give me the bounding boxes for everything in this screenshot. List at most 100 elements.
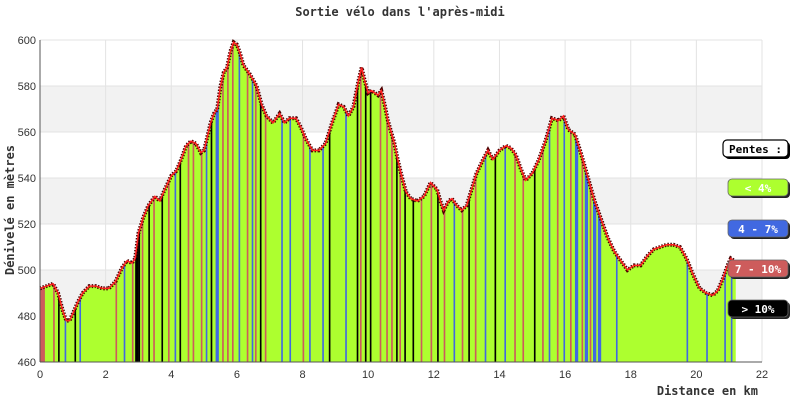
slope-segment <box>345 109 347 363</box>
slope-segment <box>522 172 525 362</box>
axes <box>39 40 762 363</box>
slope-segment <box>322 145 324 362</box>
x-tick-label: 22 <box>756 369 768 381</box>
slope-segment <box>364 81 367 363</box>
legend-entry-label: 4 - 7% <box>738 223 778 236</box>
slope-segment <box>615 253 618 362</box>
profile-line <box>39 41 737 322</box>
slope-segment <box>309 144 311 362</box>
area-fill <box>40 42 736 363</box>
x-tick-label: 16 <box>559 369 571 381</box>
slope-segment <box>153 196 155 362</box>
y-tick-label: 500 <box>18 265 36 277</box>
slope-segment <box>391 132 393 362</box>
slope-segment <box>574 134 579 362</box>
slope-segment <box>570 130 572 362</box>
slope-segment <box>74 306 77 362</box>
x-tick-label: 4 <box>168 369 174 381</box>
slope-segment <box>210 118 213 362</box>
slope-segment <box>328 127 331 362</box>
slope-segment <box>123 263 126 362</box>
legend-title-box <box>722 139 789 158</box>
y-tick-label: 580 <box>18 81 36 93</box>
y-tick-label: 520 <box>18 219 36 231</box>
slope-segment <box>359 67 362 362</box>
slope-segment <box>246 69 249 363</box>
slope-segment <box>533 166 536 362</box>
slope-segment <box>430 182 433 362</box>
slope-segment <box>592 195 597 362</box>
slope-segment <box>356 81 359 363</box>
slope-segment <box>437 189 439 362</box>
slope-segment <box>187 142 190 362</box>
x-tick-label: 0 <box>37 369 43 381</box>
slope-segment <box>420 197 423 362</box>
slope-segment <box>179 159 182 362</box>
slope-segment <box>148 203 150 362</box>
slope-segment <box>289 118 292 362</box>
slope-segment <box>192 141 195 362</box>
slope-segment <box>222 72 224 362</box>
slope-segment <box>238 49 241 362</box>
y-tick-label: 460 <box>18 357 36 369</box>
slope-segment <box>504 145 507 362</box>
slope-segment <box>581 155 584 362</box>
slope-segment <box>281 116 283 362</box>
slope-segment <box>58 293 60 362</box>
x-tick-label: 10 <box>362 369 374 381</box>
legend-swatch <box>727 219 789 238</box>
slope-segment <box>64 316 67 362</box>
slope-segment <box>200 151 203 362</box>
elevation-profile <box>39 39 738 323</box>
legend-title: Pentes : <box>729 143 782 156</box>
slope-segment <box>494 155 497 362</box>
band <box>40 86 762 132</box>
legend-swatch <box>727 178 789 197</box>
legend-swatch <box>727 259 789 278</box>
x-axis-label: Distance en km <box>657 384 758 398</box>
slope-segment <box>724 270 726 362</box>
y-axis-label: Dénivelé en mètres <box>3 145 17 275</box>
x-tick-label: 8 <box>299 369 305 381</box>
slope-segment <box>443 207 446 362</box>
slope-segment <box>589 183 592 362</box>
slope-segment <box>264 112 267 362</box>
slope-segment <box>412 199 415 362</box>
x-tick-label: 6 <box>234 369 240 381</box>
slope-segment <box>686 258 689 362</box>
slope-segment <box>254 83 257 362</box>
legend-entry-label: > 10% <box>741 303 774 316</box>
slope-segment <box>259 98 262 363</box>
slope-segment <box>141 217 144 362</box>
slope-segment <box>40 286 45 362</box>
slope-segments <box>40 42 736 363</box>
y-tick-label: 560 <box>18 127 36 139</box>
x-tick-label: 12 <box>428 369 440 381</box>
legend: Pentes : < 4% 4 - 7% 7 - 10% > 10% <box>722 139 790 319</box>
slope-segment <box>227 59 229 363</box>
slope-segment <box>79 296 82 362</box>
slope-segment <box>597 210 602 362</box>
slope-segment <box>404 185 406 362</box>
slope-segment <box>474 173 477 362</box>
legend-entry-label: < 4% <box>745 182 772 195</box>
slope-segment <box>468 194 470 362</box>
x-axis-ticks: 0 2 4 6 8 10 12 14 16 18 20 22 <box>37 369 768 381</box>
slope-segment <box>215 97 219 362</box>
y-tick-label: 600 <box>18 35 36 47</box>
slope-segment <box>399 166 401 362</box>
legend-entry-label: 7 - 10% <box>735 263 782 276</box>
slope-segment <box>161 193 164 362</box>
slope-segment <box>369 90 372 362</box>
y-axis-ticks: 460 480 500 520 540 560 580 600 <box>18 35 36 369</box>
slope-segment <box>706 293 708 362</box>
slope-segment <box>135 233 139 362</box>
slope-segment <box>484 153 487 362</box>
slope-segment <box>205 136 208 362</box>
x-tick-label: 20 <box>690 369 702 381</box>
slope-segment <box>514 152 516 362</box>
slope-segment <box>231 42 234 363</box>
y-tick-label: 480 <box>18 311 36 323</box>
slope-segment <box>563 115 566 363</box>
